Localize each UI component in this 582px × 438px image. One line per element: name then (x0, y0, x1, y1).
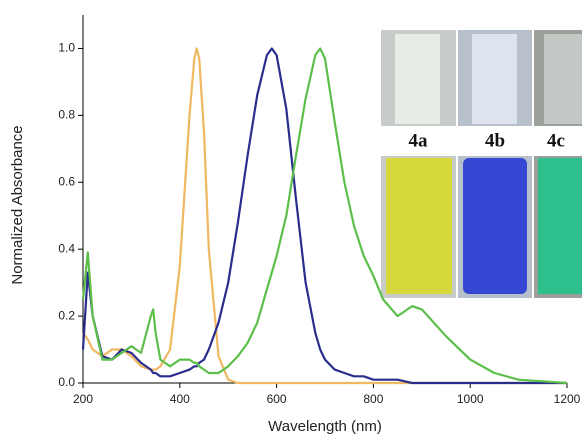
y-tick-label: 1.0 (58, 41, 75, 55)
x-tick-label: 800 (363, 392, 383, 406)
x-tick-label: 600 (267, 392, 287, 406)
vial-cap (472, 34, 517, 124)
label-band (381, 126, 456, 156)
photo-label: 4b (485, 130, 505, 151)
series-line (81, 47, 567, 385)
x-tick-label: 1000 (457, 392, 484, 406)
solution-yellow (386, 158, 452, 294)
y-tick-label: 0.8 (58, 108, 75, 122)
label-band (458, 126, 532, 156)
series-line (81, 47, 568, 385)
x-tick-label: 400 (170, 392, 190, 406)
y-axis-title: Normalized Absorbance (9, 125, 26, 284)
x-tick-label: 200 (73, 392, 93, 406)
y-tick-label: 0.6 (58, 174, 75, 188)
label-band (534, 126, 582, 156)
photo-label: 4a (409, 130, 429, 151)
y-tick-label: 0.4 (58, 241, 75, 255)
y-tick-label: 0.2 (58, 308, 75, 322)
solution-blue (463, 158, 527, 294)
inset-photo: 4a 4b 4c (381, 30, 582, 298)
x-tick-label: 1200 (554, 392, 581, 406)
vial-cap (544, 34, 582, 124)
solution-green (538, 158, 582, 294)
y-tick-label: 0.0 (58, 375, 75, 389)
x-axis-title: Wavelength (nm) (268, 418, 382, 435)
vial-cap (395, 34, 440, 124)
photo-label: 4c (547, 130, 565, 151)
